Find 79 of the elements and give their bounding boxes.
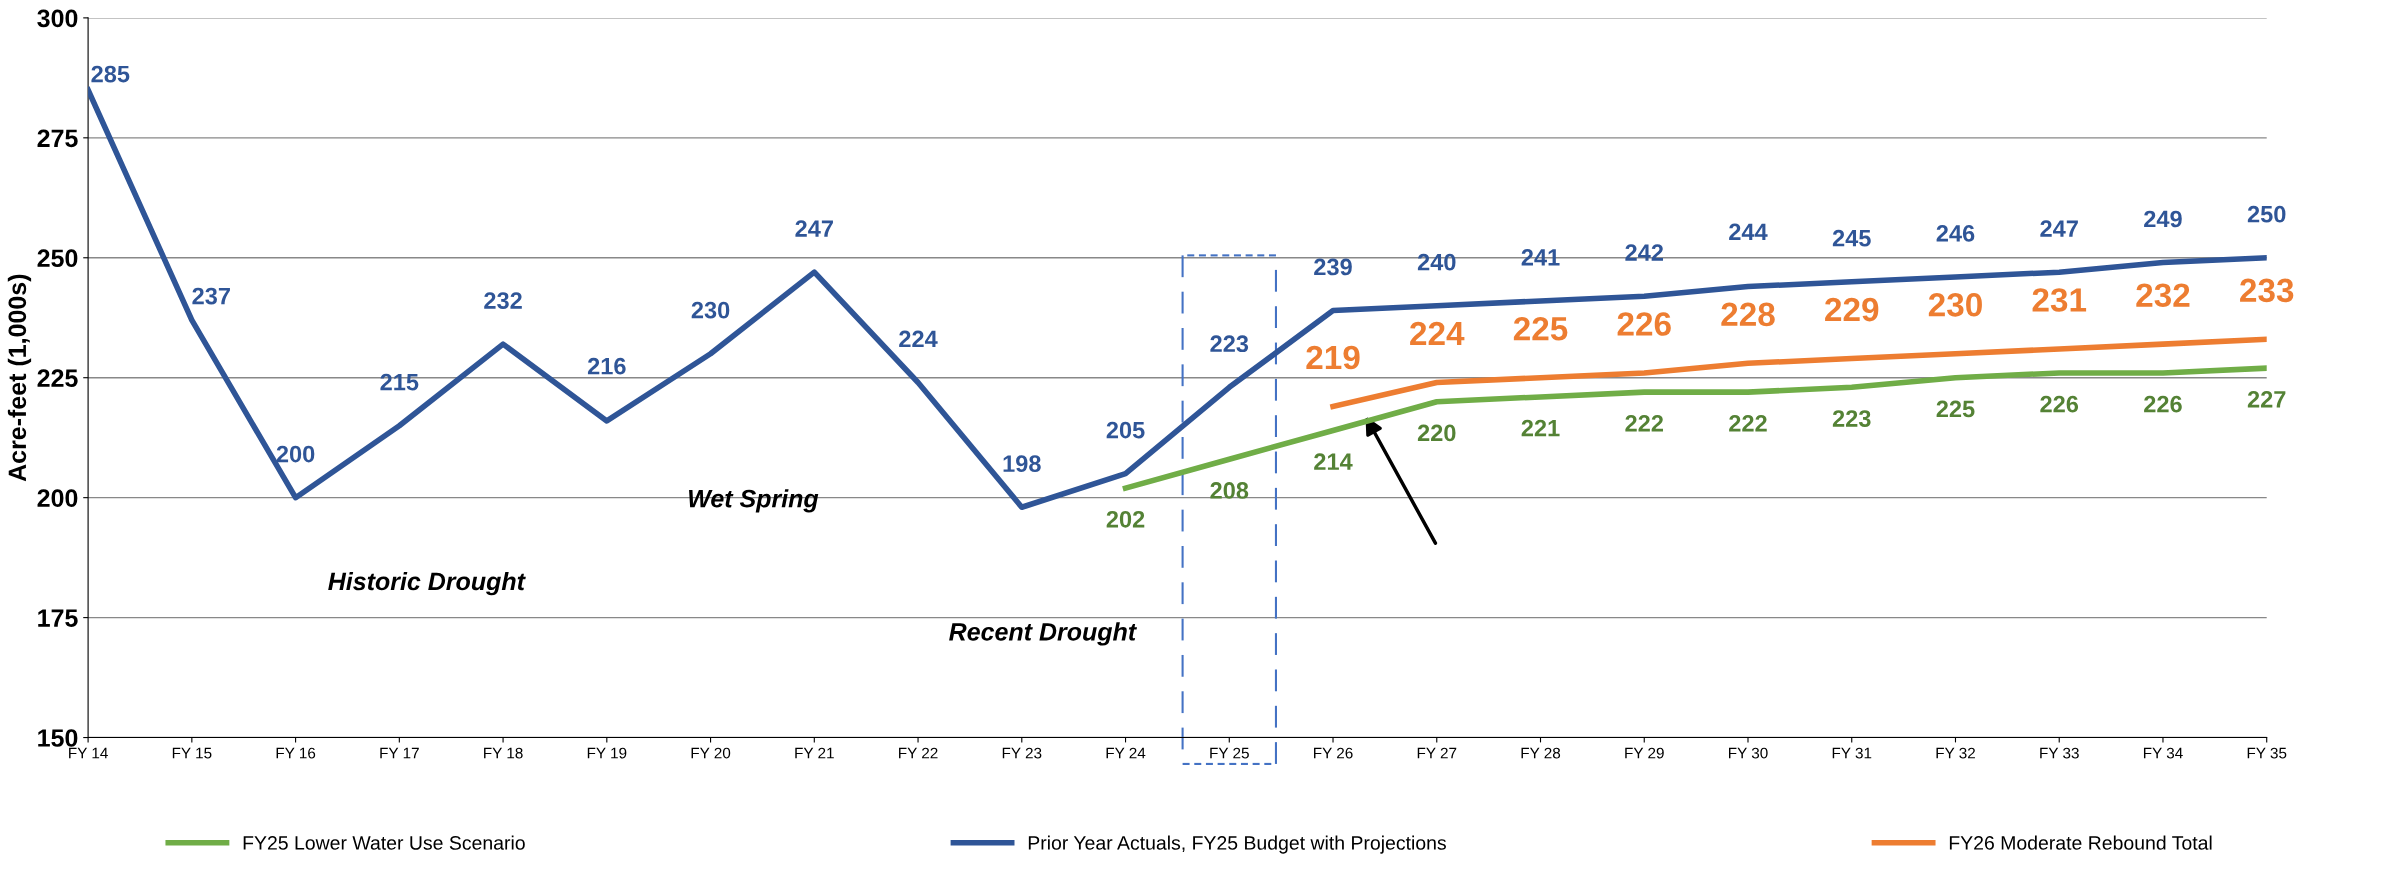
data-label: 226 [1617, 312, 1671, 336]
y-tick-label: 150 [38, 729, 78, 747]
data-label: 202 [1106, 510, 1145, 528]
data-label: 200 [276, 445, 315, 463]
data-label: 226 [2040, 395, 2079, 413]
data-label: 237 [192, 287, 230, 305]
data-label: 247 [2040, 220, 2078, 237]
data-label: 222 [1729, 414, 1767, 432]
data-label: 198 [1003, 455, 1041, 473]
x-tick-label: FY 20 [691, 747, 731, 759]
data-label: 230 [1928, 292, 1982, 317]
x-tick-label: FY 18 [484, 747, 523, 759]
x-tick-label: FY 30 [1729, 747, 1768, 759]
data-label: 224 [1410, 321, 1465, 346]
x-tick-label: FY 34 [2143, 747, 2183, 759]
data-label: 245 [1832, 229, 1871, 247]
x-tick-label: FY 25 [1210, 747, 1249, 759]
data-label: 214 [1314, 453, 1353, 470]
x-tick-label: FY 21 [795, 747, 834, 759]
data-label: 239 [1314, 258, 1352, 276]
data-label: 285 [91, 65, 130, 83]
data-label: 233 [2240, 278, 2294, 303]
data-label: 215 [380, 373, 419, 391]
x-tick-label: FY 32 [1936, 747, 1975, 759]
x-tick-label: FY 22 [899, 747, 938, 759]
data-label: 249 [2144, 210, 2182, 228]
data-label: 240 [1417, 253, 1456, 271]
legend-label: FY25 Lower Water Use Scenario [243, 835, 525, 850]
x-tick-label: FY 35 [2247, 747, 2287, 759]
data-label: 221 [1521, 419, 1560, 437]
x-tick-label: FY 33 [2040, 747, 2079, 759]
data-label: 232 [484, 292, 522, 309]
data-label: 228 [1721, 302, 1775, 327]
data-label: 232 [2136, 283, 2190, 308]
x-tick-label: FY 15 [172, 747, 212, 759]
data-label: 208 [1210, 482, 1249, 499]
y-axis-title: Acre-feet (1,000s) [7, 274, 32, 482]
data-label: 247 [795, 220, 833, 237]
data-label: 219 [1306, 345, 1360, 370]
y-tick-label: 275 [37, 129, 78, 148]
x-tick-label: FY 14 [69, 747, 108, 759]
data-label: 220 [1417, 424, 1456, 442]
data-label: 216 [587, 357, 626, 375]
data-label: 246 [1936, 225, 1975, 242]
x-tick-label: FY 26 [1314, 747, 1353, 759]
y-tick-label: 300 [37, 9, 78, 28]
data-label: 227 [2247, 390, 2286, 408]
data-label: 229 [1825, 297, 1879, 322]
data-label: 226 [2144, 395, 2182, 413]
data-label: 250 [2247, 205, 2286, 223]
annotation: Historic Drought [328, 571, 526, 596]
data-label: 222 [1625, 414, 1663, 432]
data-label: 242 [1625, 244, 1663, 261]
x-tick-label: FY 16 [276, 747, 316, 759]
data-label: 223 [1832, 410, 1871, 427]
x-tick-label: FY 29 [1625, 747, 1664, 759]
y-tick-label: 200 [37, 489, 78, 507]
y-tick-label: 175 [38, 609, 78, 627]
annotation: Recent Drought [949, 622, 1137, 646]
data-label: 244 [1729, 223, 1768, 240]
x-tick-label: FY 19 [587, 747, 627, 759]
data-label: 225 [1513, 316, 1568, 341]
x-tick-label: FY 24 [1106, 747, 1146, 759]
x-tick-label: FY 31 [1832, 747, 1872, 759]
y-tick-label: 225 [37, 369, 78, 388]
legend-label: FY26 Moderate Rebound Total [1949, 835, 2212, 850]
data-label: 224 [899, 330, 938, 348]
legend-label: Prior Year Actuals, FY25 Budget with Projections [1028, 835, 1446, 854]
data-label: 205 [1106, 421, 1145, 439]
data-label: 225 [1936, 400, 1975, 418]
data-label: 223 [1210, 335, 1249, 353]
x-tick-label: FY 17 [380, 747, 419, 759]
x-tick-label: FY 23 [1002, 747, 1042, 759]
data-label: 230 [691, 301, 730, 319]
x-tick-label: FY 27 [1417, 747, 1457, 759]
x-tick-label: FY 28 [1521, 747, 1561, 759]
annotation: Wet Spring [689, 489, 819, 513]
data-label: 231 [2032, 288, 2087, 312]
y-tick-label: 250 [37, 249, 78, 268]
